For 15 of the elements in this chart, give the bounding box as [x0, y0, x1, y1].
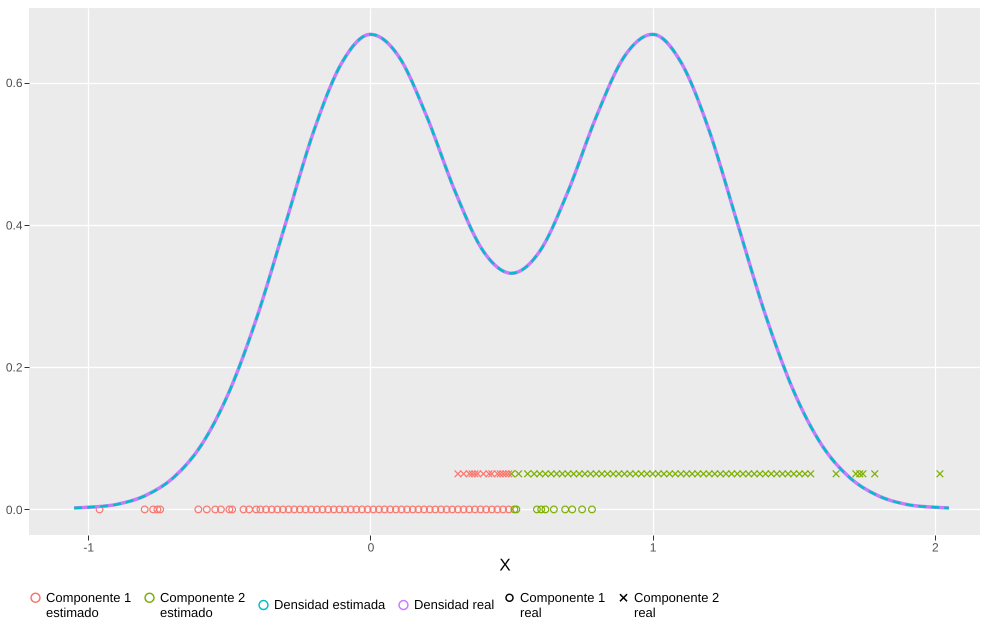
x-tick-label: 1 — [650, 540, 657, 554]
text: Componente 2 real — [634, 590, 720, 620]
legend-label: Densidad real — [414, 597, 494, 612]
legend-label: Componente 1 estimado — [46, 590, 132, 620]
legend-label: Densidad estimada — [274, 597, 386, 612]
y-tick-label: 0.0 — [6, 502, 23, 517]
x-tick-label: 2 — [932, 540, 940, 554]
y-tick-label: 0.2 — [6, 360, 23, 375]
legend-label: Componente 2 estimado — [160, 590, 246, 620]
y-tick-label: 0.4 — [6, 218, 23, 232]
text: Componente 1 real — [520, 590, 606, 620]
y-tick-label: 0.6 — [6, 76, 23, 90]
x-axis-title: X — [499, 556, 511, 574]
x-tick-label: 0 — [368, 540, 375, 554]
x-tick-label: -1 — [83, 540, 94, 554]
